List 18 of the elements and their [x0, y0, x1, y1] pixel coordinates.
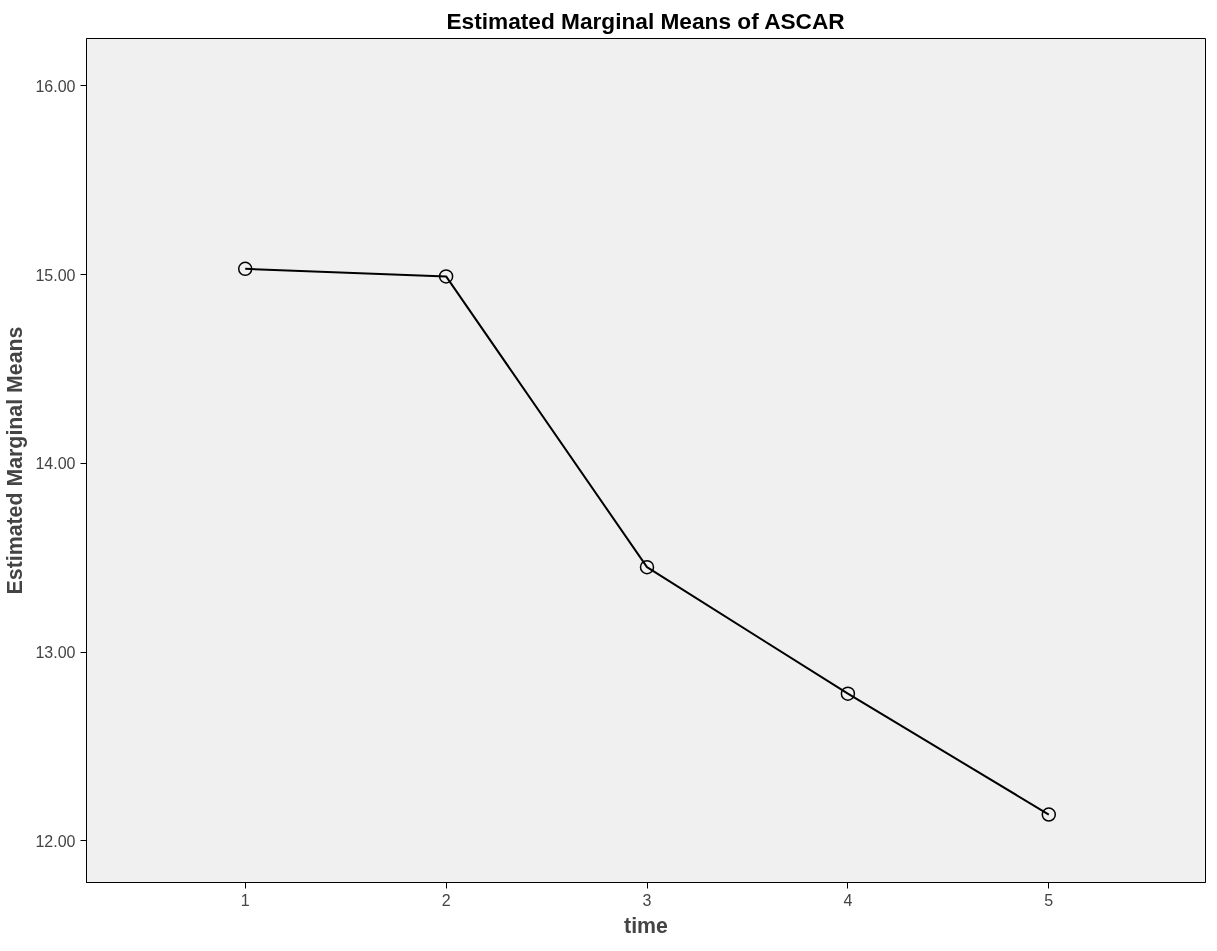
point [438, 269, 454, 284]
chart-title: Estimated Marginal Means of ASCAR [446, 7, 845, 34]
y-tick-label: 12.00 [35, 832, 76, 850]
y-tick-label: 15.00 [35, 266, 76, 284]
x-tick-label: 4 [843, 891, 853, 909]
y-tick-label: 14.00 [35, 455, 76, 473]
y-tick-label: 16.00 [35, 77, 76, 95]
x-axis-title: time [624, 913, 669, 938]
point [237, 261, 253, 277]
x-tick-label: 2 [441, 891, 451, 909]
point [840, 686, 856, 701]
y-tick-label: 13.00 [35, 644, 76, 662]
x-tick-label: 3 [642, 891, 652, 909]
y-axis-title: Estimated Marginal Means [3, 326, 28, 595]
x-tick-label: 5 [1044, 891, 1054, 909]
point [639, 559, 655, 575]
point [1041, 807, 1057, 822]
x-tick-label: 1 [240, 891, 250, 909]
